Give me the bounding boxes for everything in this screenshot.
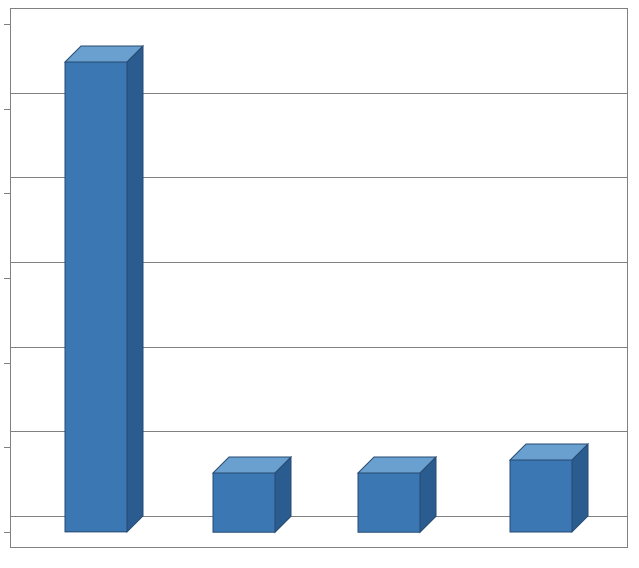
bar-chart (0, 0, 639, 568)
bar (65, 46, 143, 532)
chart-floor (10, 516, 628, 548)
bars-container (10, 8, 628, 548)
plot-area (10, 8, 628, 548)
